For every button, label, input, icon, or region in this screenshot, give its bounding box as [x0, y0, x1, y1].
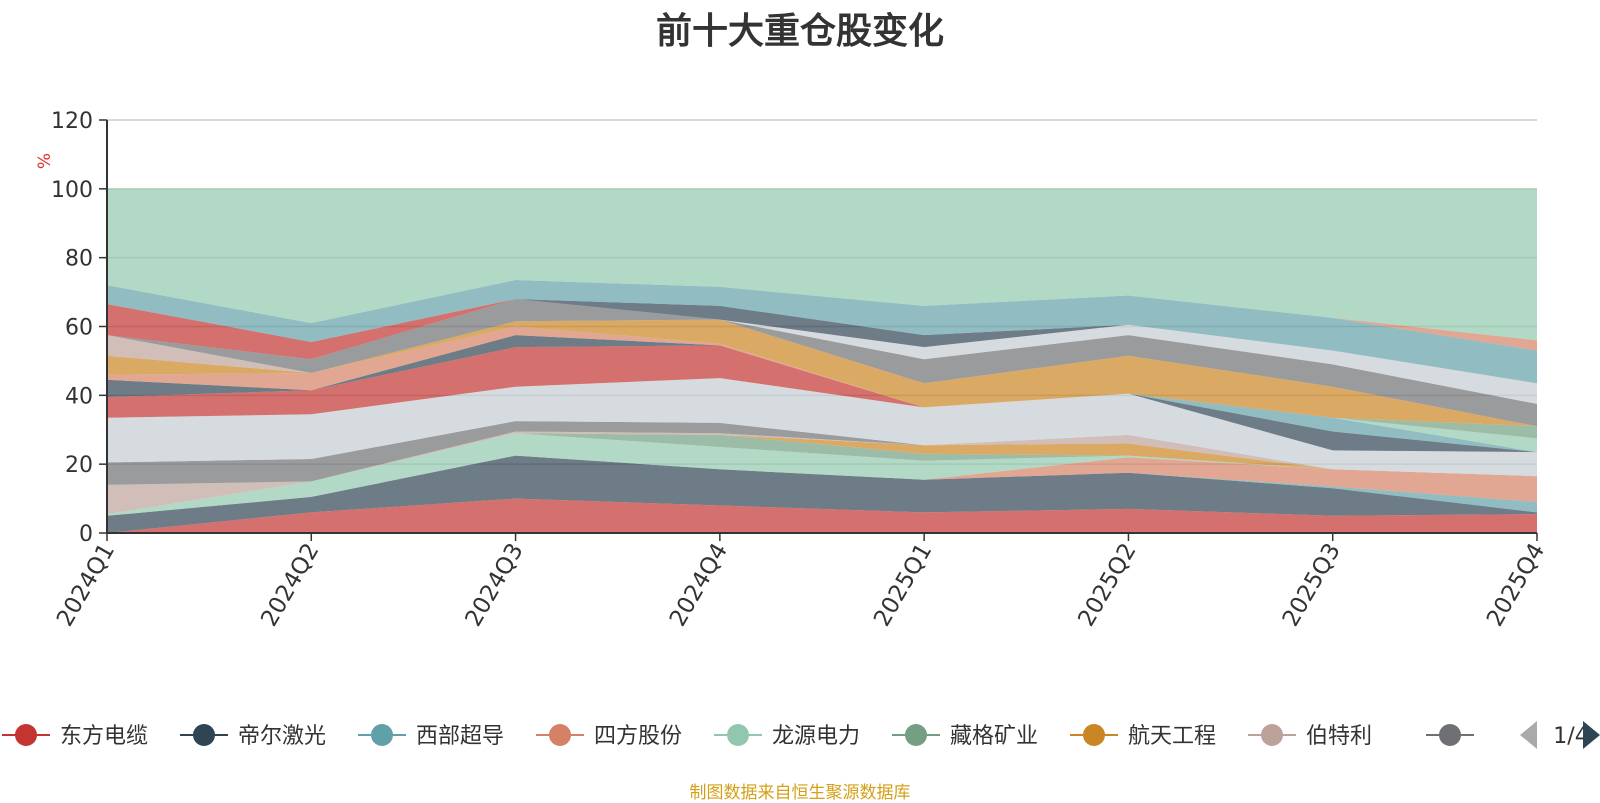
legend-marker [371, 724, 393, 746]
legend-item[interactable]: 东方电缆 [2, 724, 148, 749]
x-tick-label: 2025Q4 [1482, 539, 1550, 631]
y-axis-unit-label: % [35, 153, 55, 169]
area-band-8 [107, 421, 1537, 485]
chart-title: 前十大重仓股变化 [655, 11, 944, 52]
legend-marker [905, 724, 927, 746]
legend-marker [727, 724, 749, 746]
x-tick-label: 2025Q2 [1073, 539, 1141, 631]
x-tick-label: 2024Q4 [665, 539, 733, 631]
y-tick-label: 80 [65, 247, 93, 272]
area-band-18 [107, 299, 1537, 427]
legend-label: 四方股份 [594, 724, 682, 749]
legend-marker [1083, 724, 1105, 746]
legend-item[interactable]: 藏格矿业 [892, 724, 1038, 749]
y-tick-label: 100 [51, 178, 93, 203]
area-band-base [107, 498, 1537, 533]
x-tick-label: 2024Q2 [256, 539, 324, 631]
area-band-6 [107, 433, 1537, 515]
legend-item[interactable]: 伯特利 [1248, 724, 1372, 749]
legend-marker [15, 724, 37, 746]
x-tick-label: 2025Q1 [869, 539, 937, 631]
legend-item[interactable]: 龙源电力 [714, 724, 860, 749]
legend-item[interactable]: 国盛金控 [1426, 724, 1572, 749]
legend-item[interactable]: 西部超导 [358, 724, 504, 749]
legend-label: 东方电缆 [60, 724, 148, 749]
source-note: 制图数据来自恒生聚源数据库 [689, 783, 911, 803]
legend-prev-arrow-icon[interactable] [1520, 721, 1537, 749]
legend-item[interactable]: 四方股份 [536, 724, 682, 749]
legend-item[interactable]: 帝尔激光 [180, 724, 326, 749]
legend-marker [1261, 724, 1283, 746]
area-band-4 [107, 433, 1537, 516]
area-band-1 [107, 455, 1537, 533]
legend-label: 龙源电力 [772, 724, 860, 749]
legend-next-arrow-icon[interactable] [1583, 721, 1600, 749]
y-tick-label: 20 [65, 453, 93, 478]
area-band-11 [107, 335, 1537, 453]
legend[interactable]: 东方电缆 帝尔激光 西部超导 四方股份 龙源电力 藏格矿业 航天工程 伯特利 国盛金控1/4 [2, 721, 1600, 749]
area-band-5 [107, 433, 1537, 515]
x-tick-label: 2024Q3 [461, 539, 529, 631]
area-band-3 [107, 455, 1537, 516]
y-tick-label: 60 [65, 316, 93, 341]
legend-label: 藏格矿业 [950, 724, 1038, 749]
legend-marker [1439, 724, 1461, 746]
area-band-9 [107, 378, 1537, 477]
x-tick-label: 2024Q1 [52, 539, 120, 631]
legend-items: 东方电缆 帝尔激光 西部超导 四方股份 龙源电力 藏格矿业 航天工程 伯特利 国盛金控 [2, 724, 1572, 749]
legend-label: 航天工程 [1128, 724, 1216, 749]
legend-label: 帝尔激光 [238, 724, 326, 749]
legend-marker [549, 724, 571, 746]
area-band-10 [107, 345, 1537, 453]
legend-label: 伯特利 [1306, 724, 1372, 749]
area-band-16 [107, 319, 1537, 427]
stacked-areas [107, 188, 1537, 533]
y-tick-label: 40 [65, 384, 93, 409]
y-tick-label: 0 [79, 522, 93, 547]
area-band-22 [107, 280, 1537, 384]
legend-item[interactable]: 航天工程 [1070, 724, 1216, 749]
area-band-24 [107, 188, 1537, 341]
x-tick-label: 2025Q3 [1278, 539, 1346, 631]
area-band-19 [107, 299, 1537, 404]
legend-page-indicator: 1/4 [1553, 724, 1588, 749]
legend-marker [193, 724, 215, 746]
y-tick-label: 120 [51, 109, 93, 134]
legend-label: 西部超导 [416, 724, 504, 749]
